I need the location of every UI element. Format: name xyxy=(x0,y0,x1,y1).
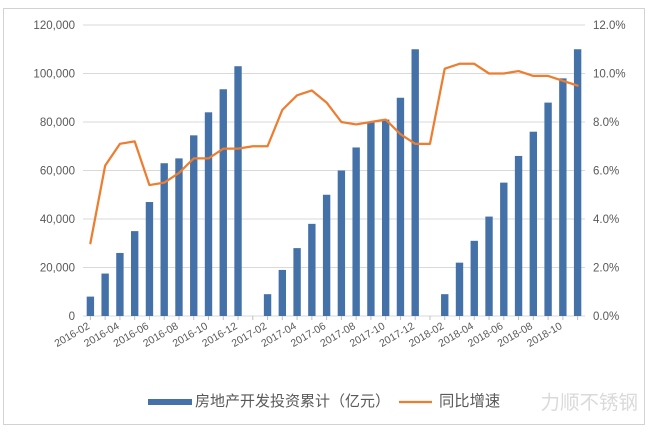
svg-text:40,000: 40,000 xyxy=(40,214,75,226)
svg-text:0: 0 xyxy=(69,311,75,323)
svg-text:房地产开发投资累计（亿元）: 房地产开发投资累计（亿元） xyxy=(195,393,390,410)
svg-text:8.0%: 8.0% xyxy=(593,117,619,129)
svg-text:力顺不锈钢: 力顺不锈钢 xyxy=(540,392,638,414)
svg-text:20,000: 20,000 xyxy=(40,263,75,275)
svg-text:60,000: 60,000 xyxy=(40,166,75,178)
svg-text:2.0%: 2.0% xyxy=(593,263,619,275)
svg-text:4.0%: 4.0% xyxy=(593,214,619,226)
svg-text:6.0%: 6.0% xyxy=(593,166,619,178)
svg-text:0.0%: 0.0% xyxy=(593,311,619,323)
svg-text:100,000: 100,000 xyxy=(33,69,75,81)
svg-text:10.0%: 10.0% xyxy=(593,69,626,81)
svg-text:120,000: 120,000 xyxy=(33,20,75,32)
svg-text:12.0%: 12.0% xyxy=(593,20,626,32)
svg-text:80,000: 80,000 xyxy=(40,117,75,129)
svg-text:同比增速: 同比增速 xyxy=(439,393,500,410)
